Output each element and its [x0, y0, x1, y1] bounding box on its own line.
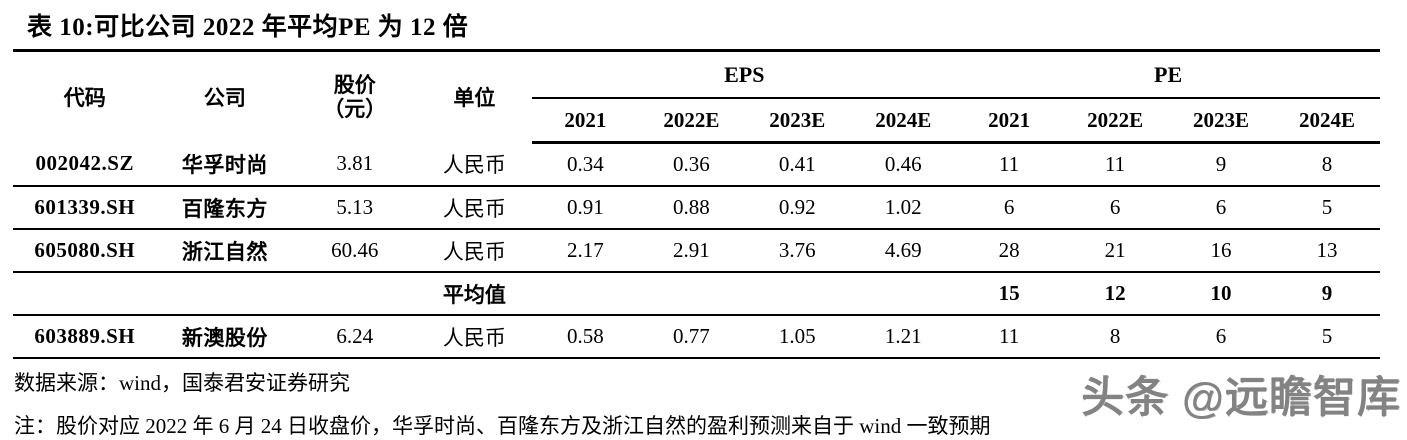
cell-pe-2021: 11	[956, 142, 1063, 187]
cell-eps-2021: 0.34	[532, 142, 639, 187]
table-row-zhejiang: 605080.SH 浙江自然 60.46 人民币 2.17 2.91 3.76 …	[13, 229, 1380, 273]
cell-eps-2022e: 0.77	[638, 315, 745, 359]
cell-pe-2021: 6	[956, 186, 1063, 230]
cell-eps-2023e: 1.05	[744, 315, 851, 359]
cell-pe-2022e: 6	[1062, 186, 1169, 230]
cell-eps-2024e	[850, 272, 957, 316]
cell-price: 60.46	[293, 229, 417, 273]
cell-pe-2024e: 8	[1273, 142, 1380, 187]
cell-unit: 人民币	[416, 186, 533, 230]
cell-pe-2023e: 6	[1168, 315, 1274, 359]
cell-pe-2022e: 8	[1062, 315, 1169, 359]
cell-company: 华孚时尚	[156, 142, 294, 187]
cell-pe-2024e: 5	[1273, 186, 1380, 230]
cell-eps-2024e: 1.02	[850, 186, 957, 230]
eps-year-2022e: 2022E	[638, 98, 745, 144]
cell-pe-2021: 28	[956, 229, 1063, 273]
table-title: 表 10:可比公司 2022 年平均PE 为 12 倍	[13, 0, 1380, 52]
cell-company	[156, 272, 294, 316]
cell-pe-avg-2022e: 12	[1062, 272, 1169, 316]
cell-unit: 人民币	[416, 315, 533, 359]
cell-eps-2021: 0.58	[532, 315, 639, 359]
cell-unit: 人民币	[416, 229, 533, 273]
cell-code: 605080.SH	[13, 229, 157, 273]
watermark-logo: 头条 @远瞻智库	[1081, 374, 1401, 422]
col-group-pe: PE	[956, 52, 1380, 99]
cell-company: 新澳股份	[156, 315, 294, 359]
cell-price: 5.13	[293, 186, 417, 230]
cell-code: 603889.SH	[13, 315, 157, 359]
pe-year-2024e: 2024E	[1273, 98, 1380, 144]
cell-pe-avg-2024e: 9	[1273, 272, 1380, 316]
pe-year-2022e: 2022E	[1062, 98, 1169, 144]
eps-year-2021: 2021	[532, 98, 639, 144]
col-header-price-line1: 股价	[333, 73, 376, 98]
cell-eps-2021: 0.91	[532, 186, 639, 230]
col-group-eps: EPS	[532, 52, 957, 99]
cell-unit: 人民币	[416, 142, 533, 187]
table-row-bailong: 601339.SH 百隆东方 5.13 人民币 0.91 0.88 0.92 1…	[13, 186, 1380, 230]
cell-pe-2023e: 9	[1168, 142, 1274, 187]
col-header-company: 公司	[203, 86, 246, 111]
col-header-unit: 单位	[453, 86, 496, 111]
data-source-line: 数据来源：wind，国泰君安证券研究	[14, 371, 350, 395]
cell-price: 6.24	[293, 315, 417, 359]
col-header-code: 代码	[63, 86, 106, 111]
cell-pe-2024e: 13	[1273, 229, 1380, 273]
cell-pe-2022e: 11	[1062, 142, 1169, 187]
header-years-row: 2021 2022E 2023E 2024E 2021 2022E 2023E …	[13, 98, 1380, 144]
cell-eps-2023e: 3.76	[744, 229, 851, 273]
cell-code: 601339.SH	[13, 186, 157, 230]
cell-pe-2022e: 21	[1062, 229, 1169, 273]
cell-price: 3.81	[293, 142, 417, 187]
cell-pe-2021: 11	[956, 315, 1063, 359]
cell-eps-2021	[532, 272, 639, 316]
cell-eps-2023e	[744, 272, 851, 316]
cell-pe-2023e: 16	[1168, 229, 1274, 273]
cell-eps-2021: 2.17	[532, 229, 639, 273]
cell-price	[293, 272, 417, 316]
cell-eps-2024e: 4.69	[850, 229, 957, 273]
eps-year-2024e: 2024E	[850, 98, 957, 144]
cell-code: 002042.SZ	[13, 142, 157, 187]
cell-eps-2022e: 0.88	[638, 186, 745, 230]
table-row-huafu: 002042.SZ 华孚时尚 3.81 人民币 0.34 0.36 0.41 0…	[13, 142, 1380, 187]
eps-year-2023e: 2023E	[744, 98, 851, 144]
col-header-price: 股价 （元）	[293, 52, 416, 143]
pe-year-2023e: 2023E	[1168, 98, 1274, 144]
cell-eps-2023e: 0.92	[744, 186, 851, 230]
cell-company: 浙江自然	[156, 229, 294, 273]
cell-eps-2024e: 1.21	[850, 315, 957, 359]
cell-eps-2023e: 0.41	[744, 142, 851, 187]
cell-average-label: 平均值	[416, 272, 533, 316]
cell-eps-2022e: 2.91	[638, 229, 745, 273]
cell-eps-2022e	[638, 272, 745, 316]
header-group-row: 代码 公司 股价 （元） 单位 EPS PE	[13, 52, 1380, 121]
col-header-price-line2: （元）	[323, 97, 387, 122]
report-table-page: 表 10:可比公司 2022 年平均PE 为 12 倍 代码 公司 股价 （元）…	[13, 0, 1401, 438]
cell-pe-avg-2021: 15	[956, 272, 1063, 316]
cell-pe-2023e: 6	[1168, 186, 1274, 230]
cell-company: 百隆东方	[156, 186, 294, 230]
table-row-xinao: 603889.SH 新澳股份 6.24 人民币 0.58 0.77 1.05 1…	[13, 315, 1380, 359]
comparable-companies-table: 代码 公司 股价 （元） 单位 EPS PE 2021 2022E 2023E …	[13, 52, 1380, 359]
cell-eps-2022e: 0.36	[638, 142, 745, 187]
cell-eps-2024e: 0.46	[850, 142, 957, 187]
cell-pe-2024e: 5	[1273, 315, 1380, 359]
pe-year-2021: 2021	[956, 98, 1063, 144]
table-row-average: 平均值 15 12 10 9	[13, 272, 1380, 316]
cell-code	[13, 272, 157, 316]
cell-pe-avg-2023e: 10	[1168, 272, 1274, 316]
